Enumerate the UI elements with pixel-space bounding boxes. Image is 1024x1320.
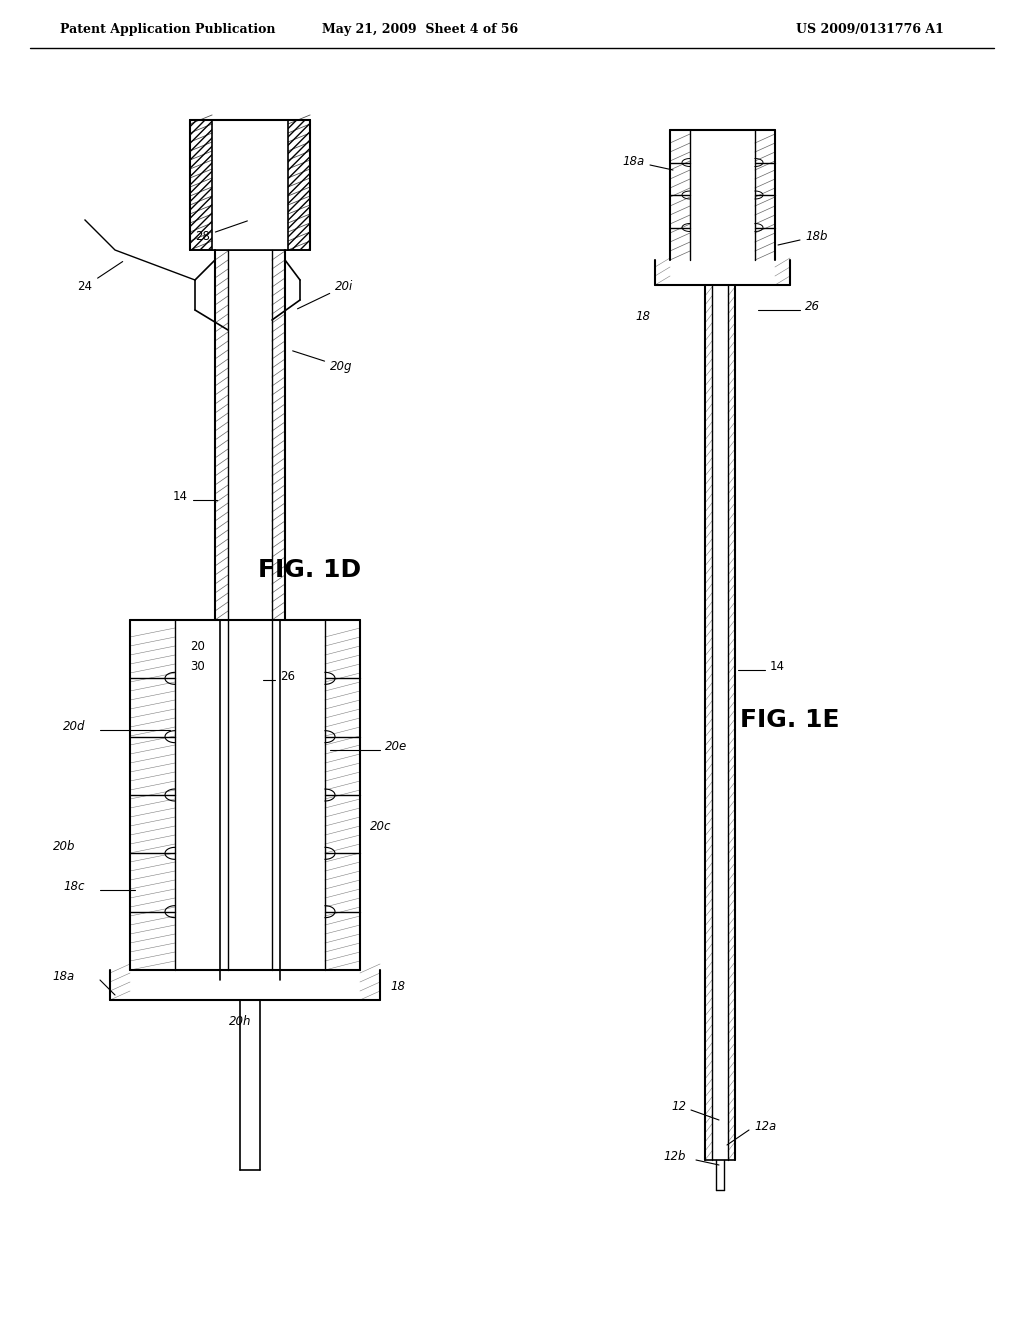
Text: 18: 18	[635, 310, 650, 323]
Text: 20d: 20d	[62, 719, 85, 733]
Text: 24: 24	[78, 261, 123, 293]
Text: 18a: 18a	[623, 154, 645, 168]
Text: Patent Application Publication: Patent Application Publication	[60, 24, 275, 37]
Text: 20: 20	[190, 640, 205, 653]
Text: 20e: 20e	[385, 741, 408, 752]
Text: 18a: 18a	[53, 970, 75, 983]
Text: 20h: 20h	[228, 1015, 251, 1028]
Text: 18b: 18b	[805, 230, 827, 243]
Bar	[212, 120, 288, 249]
Text: 20c: 20c	[370, 820, 391, 833]
Text: 14: 14	[770, 660, 785, 673]
Text: 20b: 20b	[52, 840, 75, 853]
Text: 12a: 12a	[754, 1119, 776, 1133]
Text: 18: 18	[390, 979, 406, 993]
Text: FIG. 1E: FIG. 1E	[740, 708, 840, 733]
Text: 20g: 20g	[293, 351, 352, 374]
Text: 12: 12	[671, 1100, 686, 1113]
Text: 28: 28	[196, 220, 248, 243]
Bar	[190, 120, 310, 249]
Text: 18c: 18c	[63, 880, 85, 894]
Text: 30: 30	[190, 660, 205, 673]
Text: May 21, 2009  Sheet 4 of 56: May 21, 2009 Sheet 4 of 56	[322, 24, 518, 37]
Text: US 2009/0131776 A1: US 2009/0131776 A1	[796, 24, 944, 37]
Text: 20i: 20i	[298, 280, 353, 309]
Text: 26: 26	[280, 671, 295, 682]
Text: 14: 14	[172, 490, 187, 503]
Text: 26: 26	[805, 300, 820, 313]
Text: FIG. 1D: FIG. 1D	[258, 558, 361, 582]
Text: 12b: 12b	[664, 1150, 686, 1163]
